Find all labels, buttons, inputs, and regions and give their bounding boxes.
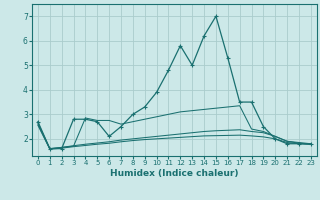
X-axis label: Humidex (Indice chaleur): Humidex (Indice chaleur) bbox=[110, 169, 239, 178]
